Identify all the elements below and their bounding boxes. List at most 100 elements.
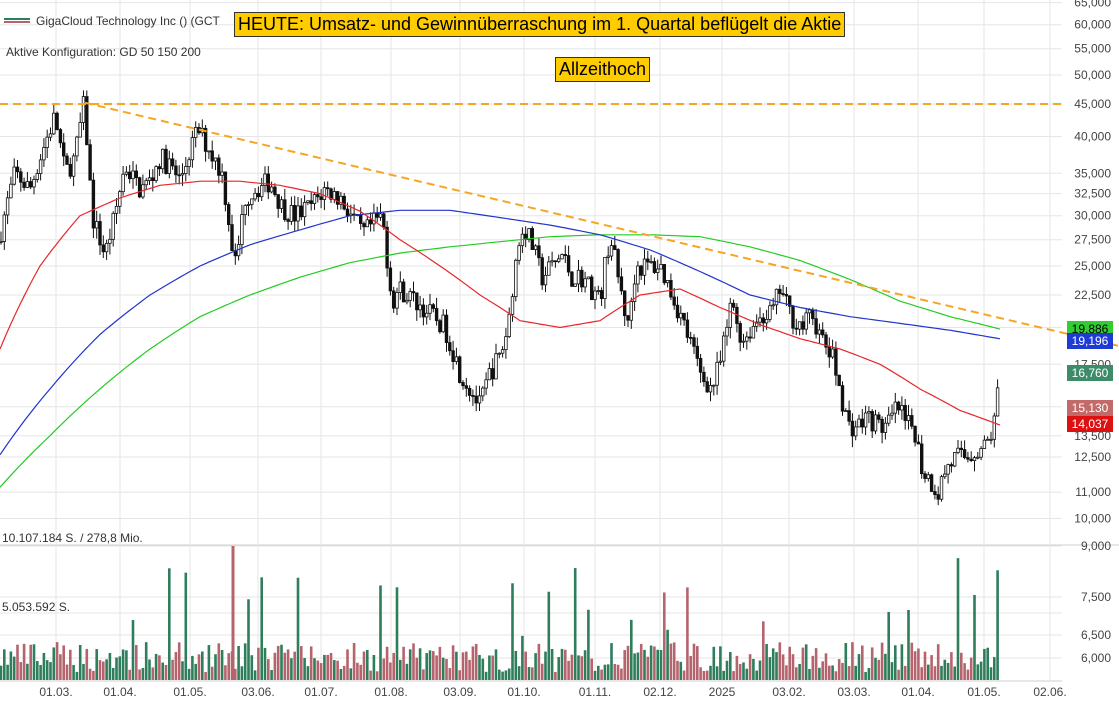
volume-bar <box>758 660 762 680</box>
volume-bar <box>220 649 224 680</box>
candle-body <box>464 385 468 389</box>
candle-body <box>514 259 518 298</box>
candle-body <box>580 269 584 288</box>
volume-bar <box>85 648 89 680</box>
candle-body <box>316 194 320 198</box>
volume-bar <box>778 642 782 680</box>
volume-bar <box>323 654 326 680</box>
volume-bar <box>613 663 617 680</box>
volume-bar <box>689 655 692 680</box>
volume-bar <box>194 663 197 680</box>
volume-bar <box>359 664 362 680</box>
candle-body <box>474 395 478 404</box>
volume-bar <box>679 661 683 680</box>
candle-body <box>431 304 435 309</box>
candle-body <box>890 412 894 416</box>
config-text: Aktive Konfiguration: GD 50 150 200 <box>6 45 201 59</box>
volume-bar <box>379 585 382 680</box>
candle-body <box>599 290 604 300</box>
candle-body <box>250 198 254 205</box>
candle-body <box>665 280 670 284</box>
candle-body <box>385 226 389 269</box>
volume-bar <box>164 664 168 680</box>
volume-bar <box>537 643 541 680</box>
candle-body <box>989 438 993 441</box>
candle-body <box>457 356 462 383</box>
candle-body <box>873 414 878 432</box>
y-tick-label: 27,500 <box>1074 233 1111 247</box>
volume-bar <box>432 651 435 680</box>
candle-body <box>824 334 828 348</box>
candle-body <box>656 268 660 273</box>
candle-body <box>38 159 43 174</box>
volume-bar <box>636 652 640 680</box>
volume-bar <box>880 642 884 680</box>
candle-body <box>926 474 930 479</box>
candle-body <box>946 464 950 475</box>
candle-body <box>276 194 280 209</box>
volume-bar <box>82 664 85 680</box>
x-tick-label: 03.03. <box>837 685 870 699</box>
volume-bar <box>121 649 125 680</box>
candle-body <box>289 205 294 222</box>
candle-body <box>230 224 234 251</box>
candle-body <box>477 395 482 404</box>
candle-body <box>619 276 624 292</box>
volume-bar <box>319 663 323 680</box>
volume-bar <box>943 659 947 680</box>
ma50-price-label-bg <box>1067 416 1113 432</box>
candle-body <box>339 195 343 205</box>
candle-body <box>418 304 422 311</box>
volume-bar <box>722 670 725 680</box>
volume-bar <box>851 642 854 680</box>
volume-bar <box>735 655 739 680</box>
volume-bar <box>210 666 214 680</box>
candle-body <box>454 356 459 362</box>
candle-body <box>642 258 647 276</box>
volume-bar <box>814 648 818 680</box>
volume-bar <box>415 657 419 680</box>
volume-bar <box>534 653 537 680</box>
x-tick-label: 01.08. <box>374 685 407 699</box>
candle-body <box>342 195 346 210</box>
candle-body <box>896 401 901 411</box>
candle-body <box>834 348 838 376</box>
candle-body <box>593 290 597 301</box>
candle-body <box>481 387 485 397</box>
candle-body <box>768 305 772 320</box>
volume-bar <box>966 669 970 680</box>
volume-bar <box>346 649 349 680</box>
volume-bar <box>231 546 235 680</box>
candle-body <box>596 290 600 292</box>
candle-body <box>913 425 917 443</box>
candle-body <box>329 188 333 200</box>
volume-bar <box>867 667 871 680</box>
volume-bar <box>738 664 742 680</box>
candle-body <box>995 387 1000 417</box>
candle-body <box>827 346 831 358</box>
candle-body <box>95 221 99 229</box>
candle-body <box>705 381 709 393</box>
candle-body <box>731 302 736 308</box>
candle-body <box>428 304 432 314</box>
volume-bar <box>748 654 752 680</box>
volume-bar <box>946 662 950 680</box>
volume-bar <box>610 643 613 680</box>
volume-bar <box>969 657 973 680</box>
candle-body <box>969 458 973 461</box>
volume-bar <box>877 659 881 680</box>
candle-body <box>679 312 683 319</box>
volume-bar <box>649 645 653 680</box>
candle-body <box>108 238 112 244</box>
volume-bar <box>696 646 699 680</box>
news-banner[interactable]: HEUTE: Umsatz- und Gewinnüberraschung im… <box>234 12 846 37</box>
candle-body <box>791 305 795 329</box>
candle-body <box>490 368 495 380</box>
volume-bar <box>725 660 729 680</box>
volume-bar <box>22 643 26 680</box>
volume-bar <box>593 670 597 680</box>
candle-body <box>415 292 419 311</box>
volume-bar <box>890 662 894 680</box>
volume-bar <box>643 649 646 680</box>
